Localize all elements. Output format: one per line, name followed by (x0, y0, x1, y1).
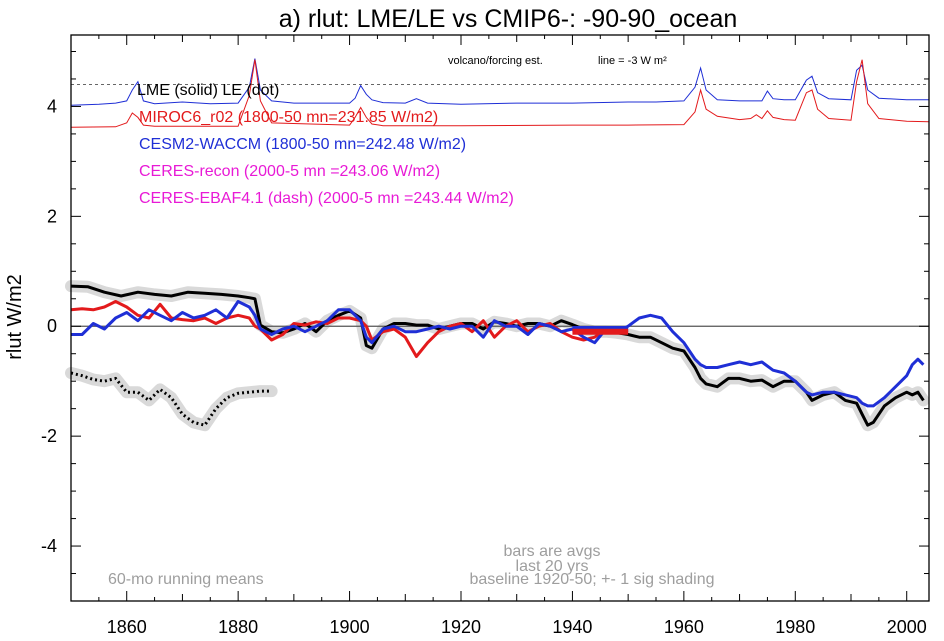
legend-item: CESM2-WACCM (1800-50 mn=242.48 W/m2) (139, 136, 466, 153)
legend-item: CERES-recon (2000-5 mn =243.06 W/m2) (139, 163, 440, 180)
y-tick-labels: 4 2 0 -2 -4 (41, 96, 57, 556)
bars-note-1: bars are avgs (504, 543, 601, 560)
y-tick-label: 0 (47, 316, 57, 336)
baseline-note: baseline 1920-50; +- 1 sig shading (469, 571, 714, 588)
x-tick-label: 2000 (887, 617, 927, 637)
volcano-label: volcano/forcing est. (448, 55, 543, 67)
y-axis-label: rlut W/m2 (4, 274, 26, 360)
legend-item: MIROC6_r02 (1800-50 mn=231.85 W/m2) (139, 109, 438, 126)
forcing-trace-1 (70, 58, 929, 106)
forcing-traces (70, 58, 930, 128)
axes (70, 34, 930, 602)
y-tick-label: 2 (47, 206, 57, 226)
x-tick-label: 1940 (552, 617, 592, 637)
running-means-note: 60-mo running means (108, 571, 264, 588)
x-tick-label: 1960 (664, 617, 704, 637)
series-line-1 (70, 284, 925, 427)
uncertainty-shading (65, 280, 930, 432)
series-line-3 (71, 300, 925, 408)
zero-line-group (71, 83, 929, 327)
x-tick-label: 1980 (775, 617, 815, 637)
chart-title: a) rlut: LME/LE vs CMIP6-: -90-90_ocean (279, 5, 738, 33)
plot-frame (70, 34, 930, 602)
legend-item: LME (solid) LE (dot) (137, 82, 279, 99)
x-tick-label: 1920 (441, 617, 481, 637)
bars-note-2: last 20 yrs (516, 558, 589, 575)
x-tick-label: 1880 (218, 617, 258, 637)
y-tick-label: 4 (47, 96, 57, 116)
legend-item: CERES-EBAF4.1 (dash) (2000-5 mn =243.44 … (139, 190, 514, 207)
avg-bars (572, 325, 629, 335)
forcing-trace-2 (70, 59, 930, 128)
legend: LME (solid) LE (dot) MIROC6_r02 (1800-50 … (137, 82, 514, 207)
reference-line-label: line = -3 W m² (598, 55, 667, 67)
series-lines (70, 284, 925, 427)
series-line-4 (70, 371, 272, 427)
y-tick-label: -4 (41, 536, 57, 556)
shading-band-1 (65, 280, 930, 432)
x-tick-label: 1860 (107, 617, 147, 637)
x-tick-label: 1900 (330, 617, 370, 637)
y-tick-label: -2 (41, 426, 57, 446)
x-tick-labels: 1860 1880 1900 1920 1940 1960 1980 2000 (107, 617, 927, 637)
